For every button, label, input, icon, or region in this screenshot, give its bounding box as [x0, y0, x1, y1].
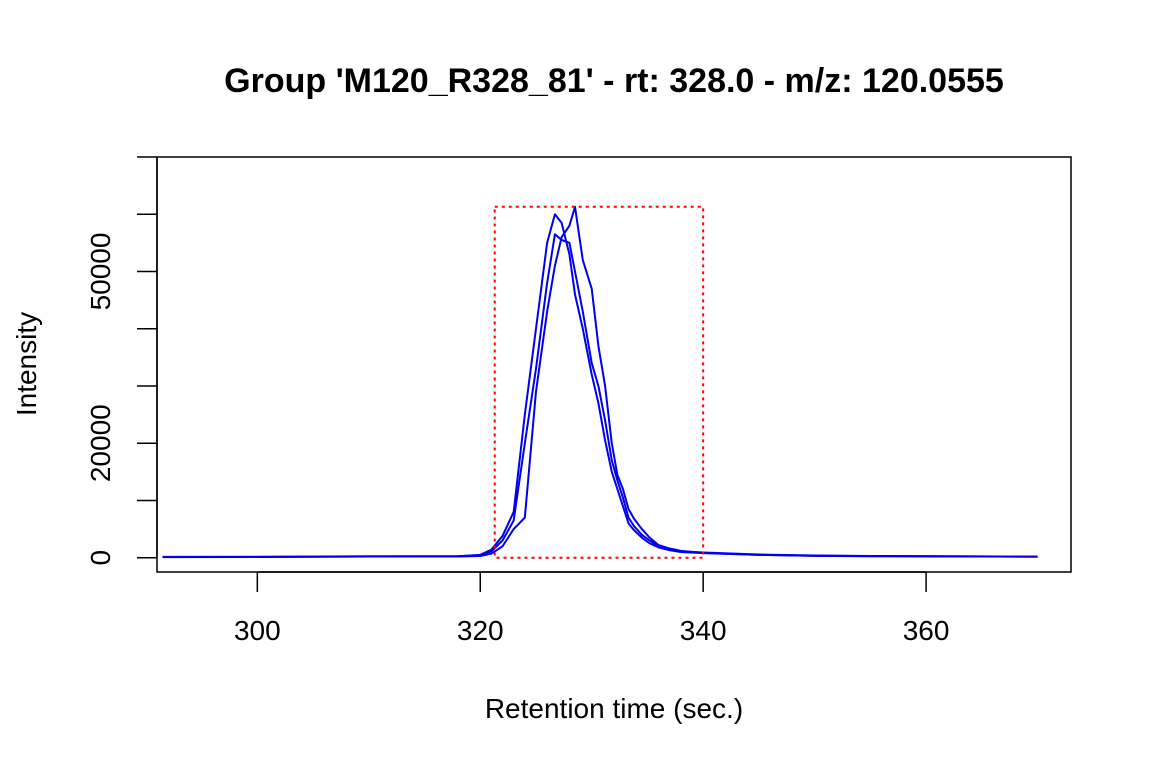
x-axis: 300 320 340 360: [234, 571, 950, 646]
y-axis: 0 20000 50000: [85, 156, 158, 566]
x-tick-label: 360: [903, 615, 950, 646]
y-axis-label: Intensity: [11, 312, 42, 416]
y-tick-label: 0: [85, 550, 116, 566]
y-tick-label: 20000: [85, 404, 116, 482]
x-tick-label: 300: [234, 615, 281, 646]
plot-area: [162, 205, 1038, 559]
chart-title: Group 'M120_R328_81' - rt: 328.0 - m/z: …: [224, 62, 1004, 100]
x-axis-label: Retention time (sec.): [485, 693, 743, 724]
y-tick-label: 50000: [85, 233, 116, 311]
x-tick-label: 340: [680, 615, 727, 646]
series-line-3: [162, 205, 1038, 559]
x-tick-label: 320: [457, 615, 504, 646]
